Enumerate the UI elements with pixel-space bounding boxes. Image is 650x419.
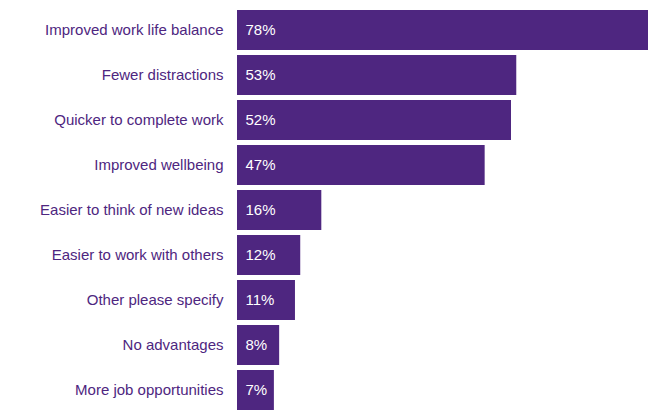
svg-text:Improved work life balance: Improved work life balance: [45, 21, 223, 38]
svg-text:78%: 78%: [246, 21, 276, 38]
svg-text:Improved wellbeing: Improved wellbeing: [94, 156, 223, 173]
svg-text:11%: 11%: [246, 291, 275, 308]
svg-text:8%: 8%: [246, 336, 268, 353]
svg-text:Quicker to complete work: Quicker to complete work: [54, 111, 224, 128]
svg-text:12%: 12%: [246, 246, 276, 263]
svg-text:Other please specify: Other please specify: [87, 291, 224, 308]
svg-text:Easier to think of new ideas: Easier to think of new ideas: [40, 201, 223, 218]
svg-text:No advantages: No advantages: [123, 336, 224, 353]
svg-text:47%: 47%: [246, 156, 276, 173]
svg-text:7%: 7%: [246, 381, 268, 398]
svg-text:Easier to work with others: Easier to work with others: [52, 246, 224, 263]
svg-text:More job opportunities: More job opportunities: [75, 381, 223, 398]
svg-text:52%: 52%: [246, 111, 276, 128]
svg-text:16%: 16%: [246, 201, 276, 218]
svg-text:53%: 53%: [246, 66, 276, 83]
svg-text:Fewer distractions: Fewer distractions: [102, 66, 224, 83]
